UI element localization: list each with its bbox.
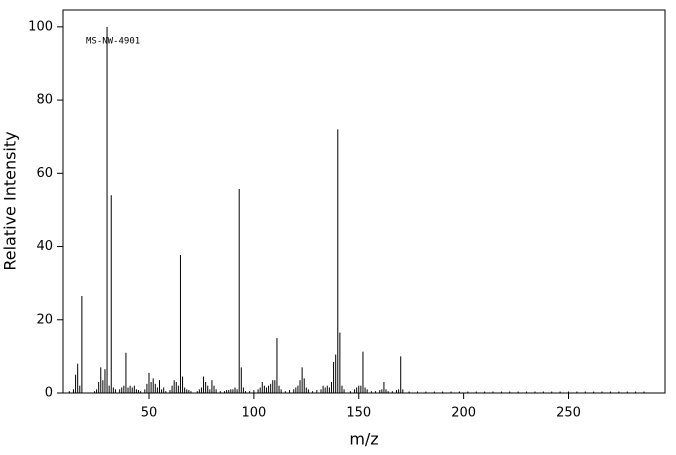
y-tick-label: 0 bbox=[45, 386, 53, 401]
y-tick-label: 80 bbox=[36, 93, 53, 108]
y-axis-title: Relative Intensity bbox=[1, 131, 20, 270]
y-tick-label: 60 bbox=[36, 166, 53, 181]
y-tick-label: 20 bbox=[36, 312, 53, 327]
y-tick-label: 40 bbox=[36, 239, 53, 254]
plot-frame bbox=[62, 9, 666, 394]
x-tick-label: 250 bbox=[556, 406, 581, 421]
y-tick-label: 100 bbox=[28, 19, 53, 34]
x-tick-label: 50 bbox=[141, 406, 158, 421]
x-axis-title: m/z bbox=[349, 430, 378, 449]
x-tick-label: 100 bbox=[241, 406, 266, 421]
annotation: MS-NW-4901 bbox=[86, 37, 140, 47]
x-tick-label: 200 bbox=[451, 406, 476, 421]
x-tick-label: 150 bbox=[346, 406, 371, 421]
